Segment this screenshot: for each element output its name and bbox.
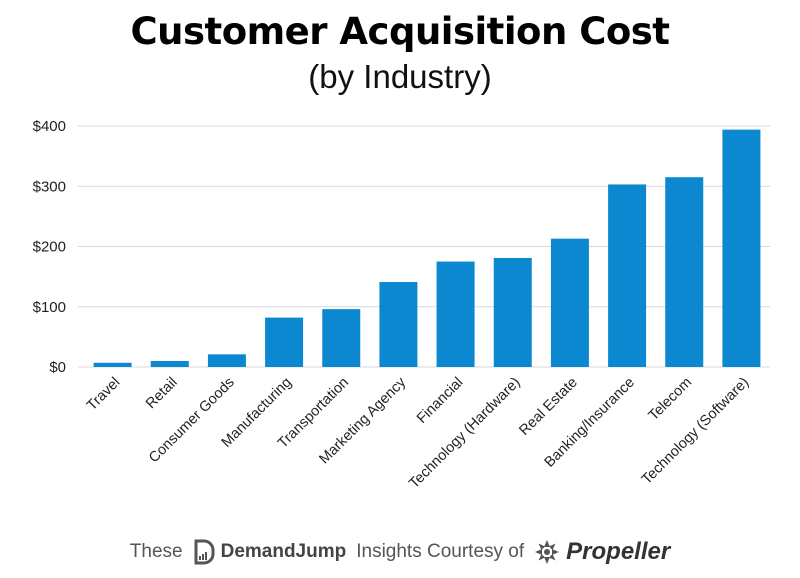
y-tick-label: $400 (33, 118, 66, 135)
x-tick-label: Technology (Hardware) (406, 375, 523, 492)
x-tick-label: Telecom (646, 375, 695, 424)
bar (722, 129, 761, 367)
x-tick-label: Financial (414, 375, 466, 427)
bar (608, 184, 647, 367)
chart-subtitle: (by Industry) (308, 58, 492, 95)
propeller-logo: Propeller (534, 538, 670, 566)
propeller-logo-icon (535, 540, 560, 564)
demandjump-logo: DemandJump (193, 539, 347, 565)
y-tick-label: $100 (33, 299, 66, 316)
bar (493, 257, 532, 367)
bar (322, 309, 361, 367)
x-tick-label: Technology (Software) (639, 375, 752, 488)
footer-prefix: These (129, 541, 183, 562)
footer-middle: Insights Courtesy of (356, 541, 525, 562)
x-tick-label: Travel (84, 375, 123, 414)
propeller-name: Propeller (566, 538, 671, 565)
bar (93, 362, 132, 367)
demandjump-name: DemandJump (220, 541, 347, 562)
y-tick-label: $0 (49, 359, 66, 376)
bar (550, 238, 589, 367)
chart-title: Customer Acquisition Cost (130, 10, 670, 53)
bar (207, 354, 246, 367)
bar (436, 261, 475, 367)
bar (665, 177, 704, 367)
y-tick-label: $200 (33, 239, 66, 256)
bar (265, 317, 304, 367)
bar (150, 360, 189, 367)
attribution-footer: These DemandJump Insights Courtesy of (0, 536, 800, 568)
y-tick-label: $300 (33, 178, 66, 195)
demandjump-logo-icon (194, 539, 215, 565)
bar (379, 282, 418, 367)
x-tick-label: Retail (143, 375, 181, 413)
